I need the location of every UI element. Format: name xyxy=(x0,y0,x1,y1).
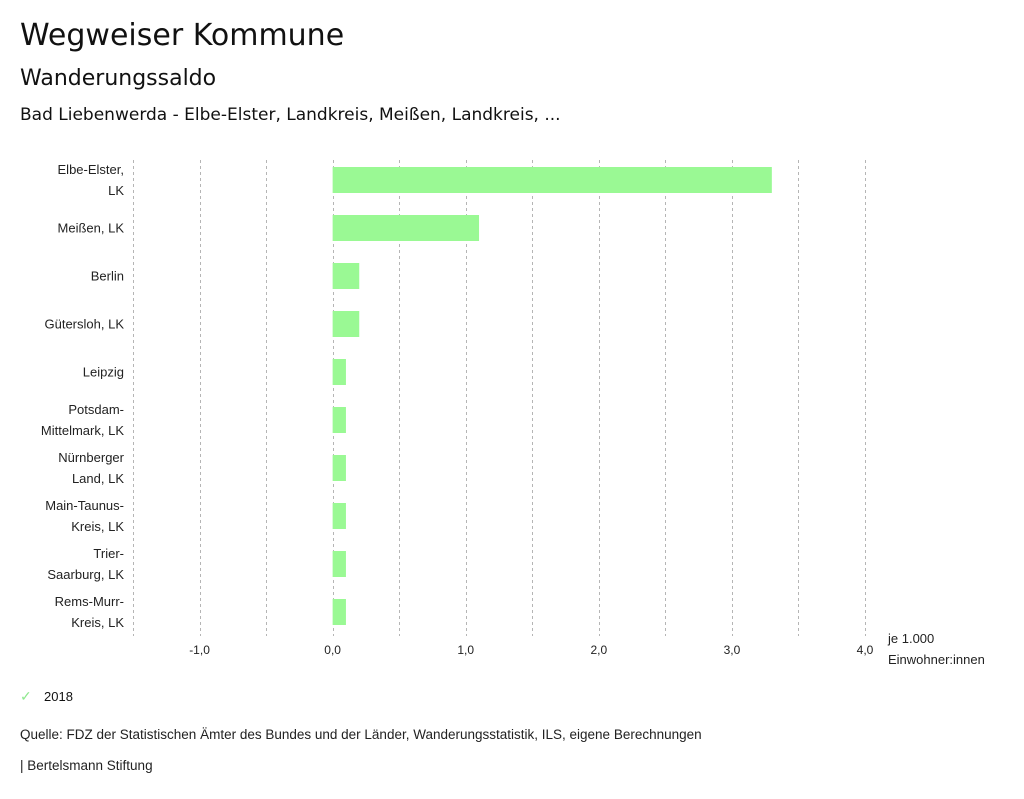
legend-item-2018[interactable]: ✓ 2018 xyxy=(20,688,73,705)
x-tick-label: -1,0 xyxy=(189,643,210,657)
x-tick-label: 3,0 xyxy=(724,643,741,657)
category-label: Gütersloh, LK xyxy=(45,317,125,332)
bar[interactable] xyxy=(332,551,346,577)
category-label: Trier-Saarburg, LK xyxy=(47,546,124,582)
bar[interactable] xyxy=(332,503,346,529)
bar[interactable] xyxy=(332,455,346,481)
bar-chart: Elbe-Elster, LK Meißen, LK Berlin Gütersloh,… xyxy=(41,160,985,667)
source-note: Quelle: FDZ der Statistischen Ämter des … xyxy=(20,727,702,742)
bar[interactable] xyxy=(332,407,346,433)
x-tick-label: 1,0 xyxy=(457,643,474,657)
category-label: Meißen, LK xyxy=(58,221,125,236)
bar[interactable] xyxy=(332,311,360,337)
bar[interactable] xyxy=(332,167,772,193)
x-axis-unit-label: je 1.000 Einwohner:innen xyxy=(887,631,985,667)
category-label: Rems-Murr-Kreis, LK xyxy=(55,594,125,630)
category-label: Berlin xyxy=(91,269,124,284)
category-label: Nürnberger Land, LK xyxy=(58,450,124,486)
category-label: Main-Taunus-Kreis, LK xyxy=(45,498,124,534)
x-tick-label: 0,0 xyxy=(324,643,341,657)
legend-label: 2018 xyxy=(44,689,73,704)
x-tick-label: 4,0 xyxy=(857,643,874,657)
category-label: Elbe-Elster, LK xyxy=(58,162,125,198)
bar[interactable] xyxy=(332,263,360,289)
check-icon: ✓ xyxy=(20,688,32,704)
chart-subtitle: Wanderungssaldo xyxy=(20,66,217,91)
x-tick-label: 2,0 xyxy=(590,643,607,657)
brand-credit: | Bertelsmann Stiftung xyxy=(20,758,153,773)
category-label: Leipzig xyxy=(83,365,124,380)
bar[interactable] xyxy=(332,215,480,241)
app-title: Wegweiser Kommune xyxy=(20,18,345,53)
bar[interactable] xyxy=(332,599,346,625)
bar[interactable] xyxy=(332,359,346,385)
region-selector-label[interactable]: Bad Liebenwerda - Elbe-Elster, Landkreis… xyxy=(20,105,561,125)
category-label: Potsdam-Mittelmark, LK xyxy=(41,402,124,438)
